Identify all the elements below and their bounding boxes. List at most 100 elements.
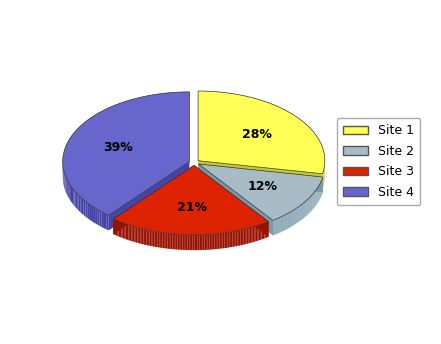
Polygon shape: [228, 232, 229, 248]
Polygon shape: [224, 233, 226, 248]
Polygon shape: [89, 204, 91, 221]
Polygon shape: [99, 211, 102, 227]
Polygon shape: [253, 227, 254, 242]
Polygon shape: [139, 228, 140, 244]
Polygon shape: [231, 232, 232, 247]
Polygon shape: [199, 235, 201, 250]
Polygon shape: [172, 234, 174, 249]
Polygon shape: [214, 234, 216, 249]
Polygon shape: [135, 227, 136, 243]
Text: 21%: 21%: [177, 201, 207, 214]
Polygon shape: [209, 234, 211, 250]
Polygon shape: [259, 225, 260, 240]
Polygon shape: [239, 230, 240, 246]
Polygon shape: [282, 216, 283, 232]
Polygon shape: [293, 210, 294, 226]
Polygon shape: [211, 234, 213, 249]
Polygon shape: [149, 230, 151, 246]
Polygon shape: [205, 235, 206, 250]
Polygon shape: [82, 198, 84, 215]
Polygon shape: [248, 228, 250, 244]
Polygon shape: [70, 184, 71, 201]
Polygon shape: [104, 213, 106, 229]
Polygon shape: [198, 164, 323, 192]
Polygon shape: [164, 233, 166, 248]
Polygon shape: [123, 223, 124, 239]
Polygon shape: [198, 235, 199, 250]
Polygon shape: [161, 233, 163, 248]
Polygon shape: [257, 225, 259, 241]
Polygon shape: [301, 204, 302, 220]
Polygon shape: [158, 232, 159, 247]
Polygon shape: [277, 218, 278, 234]
Polygon shape: [130, 225, 131, 241]
Polygon shape: [292, 211, 293, 226]
Polygon shape: [145, 229, 146, 245]
Polygon shape: [113, 165, 269, 235]
Polygon shape: [128, 225, 130, 240]
Polygon shape: [286, 214, 287, 229]
Polygon shape: [208, 235, 209, 250]
Polygon shape: [194, 165, 269, 237]
Polygon shape: [296, 208, 297, 224]
Polygon shape: [106, 214, 108, 230]
Polygon shape: [260, 224, 262, 240]
Polygon shape: [189, 235, 191, 250]
Polygon shape: [143, 229, 145, 245]
Polygon shape: [196, 235, 198, 250]
Polygon shape: [119, 221, 120, 237]
Polygon shape: [97, 209, 99, 226]
Polygon shape: [121, 222, 123, 238]
Polygon shape: [264, 223, 266, 238]
Polygon shape: [80, 197, 82, 214]
Polygon shape: [245, 229, 247, 244]
Polygon shape: [113, 219, 115, 235]
Polygon shape: [67, 180, 68, 196]
Polygon shape: [237, 230, 239, 246]
Polygon shape: [290, 212, 291, 227]
Polygon shape: [306, 200, 307, 216]
Polygon shape: [295, 208, 296, 224]
Polygon shape: [308, 198, 309, 214]
Polygon shape: [300, 205, 301, 221]
Polygon shape: [181, 235, 183, 250]
Polygon shape: [198, 91, 325, 174]
Polygon shape: [169, 234, 171, 249]
Polygon shape: [69, 183, 70, 200]
Polygon shape: [243, 229, 245, 245]
Polygon shape: [298, 207, 299, 222]
Polygon shape: [236, 231, 237, 246]
Polygon shape: [73, 189, 75, 206]
Polygon shape: [66, 178, 67, 195]
Polygon shape: [117, 221, 119, 236]
Polygon shape: [186, 235, 187, 250]
Polygon shape: [266, 222, 267, 238]
Polygon shape: [234, 231, 236, 247]
Polygon shape: [116, 220, 117, 236]
Polygon shape: [191, 235, 193, 250]
Polygon shape: [229, 232, 231, 247]
Polygon shape: [206, 235, 208, 250]
Polygon shape: [133, 226, 135, 242]
Polygon shape: [136, 227, 137, 243]
Polygon shape: [154, 232, 156, 247]
Polygon shape: [168, 234, 169, 249]
Polygon shape: [177, 234, 179, 250]
Polygon shape: [171, 234, 172, 249]
Polygon shape: [240, 230, 242, 245]
Polygon shape: [187, 235, 189, 250]
Polygon shape: [216, 234, 218, 249]
Text: 28%: 28%: [242, 128, 272, 141]
Polygon shape: [256, 226, 257, 241]
Text: 12%: 12%: [248, 180, 278, 193]
Polygon shape: [198, 164, 273, 236]
Polygon shape: [137, 228, 139, 243]
Polygon shape: [291, 211, 292, 227]
Polygon shape: [91, 205, 93, 222]
Polygon shape: [273, 220, 274, 236]
Polygon shape: [221, 233, 223, 249]
Polygon shape: [299, 206, 300, 222]
Polygon shape: [302, 204, 303, 219]
Polygon shape: [65, 174, 66, 191]
Polygon shape: [108, 162, 190, 230]
